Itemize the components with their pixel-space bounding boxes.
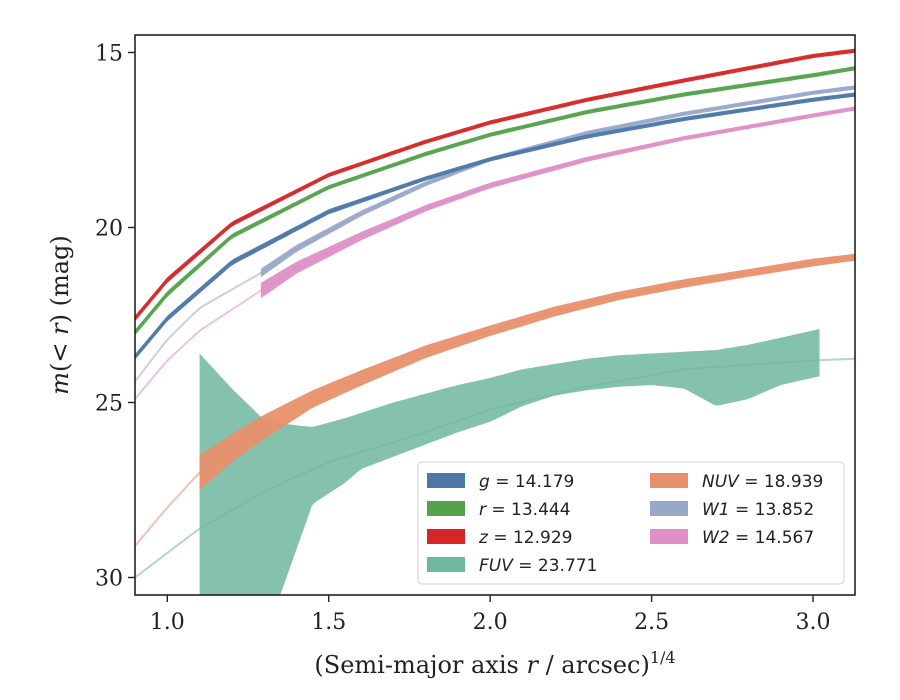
x-tick-label: 1.0 (150, 610, 185, 635)
legend-item-r: r = 13.444 (427, 500, 571, 520)
legend-swatch (650, 473, 688, 488)
axis-ticks: 1.0 1.5 2.0 2.5 3.0 15 20 25 30 (95, 42, 831, 636)
legend-label: W1 = 13.852 (702, 500, 814, 520)
y-tick-label: 25 (95, 392, 123, 417)
legend-swatch (427, 473, 465, 488)
legend-item-g: g = 14.179 (427, 472, 574, 492)
legend: g = 14.179 r = 13.444 z = 12.929 FUV = 23.7… (417, 461, 845, 585)
legend-swatch (427, 557, 465, 572)
x-tick-label: 1.5 (311, 610, 346, 635)
y-tick-label: 20 (95, 217, 123, 242)
x-tick-label: 2.5 (634, 610, 669, 635)
legend-label: FUV = 23.771 (479, 556, 597, 576)
legend-swatch (650, 529, 688, 544)
legend-label: W2 = 14.567 (702, 528, 814, 548)
legend-item-w1: W1 = 13.852 (650, 500, 814, 520)
legend-item-z: z = 12.929 (427, 528, 572, 548)
series-band-fuv (199, 329, 820, 595)
legend-item-fuv: FUV = 23.771 (427, 556, 597, 576)
y-axis-title: m(< r) (mag) (46, 235, 74, 395)
legend-swatch (427, 529, 465, 544)
legend-label: r = 13.444 (479, 500, 571, 520)
legend-item-nuv: NUV = 18.939 (650, 472, 823, 492)
legend-label: z = 12.929 (478, 528, 572, 548)
legend-box (417, 461, 845, 585)
y-tick-label: 30 (95, 567, 123, 592)
legend-item-w2: W2 = 14.567 (650, 528, 814, 548)
x-axis-title: (Semi-major axis r / arcsec)1/4 (314, 648, 675, 679)
legend-swatch (427, 501, 465, 516)
y-tick-label: 15 (95, 42, 123, 67)
legend-swatch (650, 501, 688, 516)
legend-label: g = 14.179 (479, 472, 574, 492)
x-tick-label: 2.0 (473, 610, 508, 635)
plot-area (135, 48, 855, 595)
legend-label: NUV = 18.939 (702, 472, 823, 492)
x-tick-label: 3.0 (796, 610, 831, 635)
plot-frame (134, 34, 856, 596)
